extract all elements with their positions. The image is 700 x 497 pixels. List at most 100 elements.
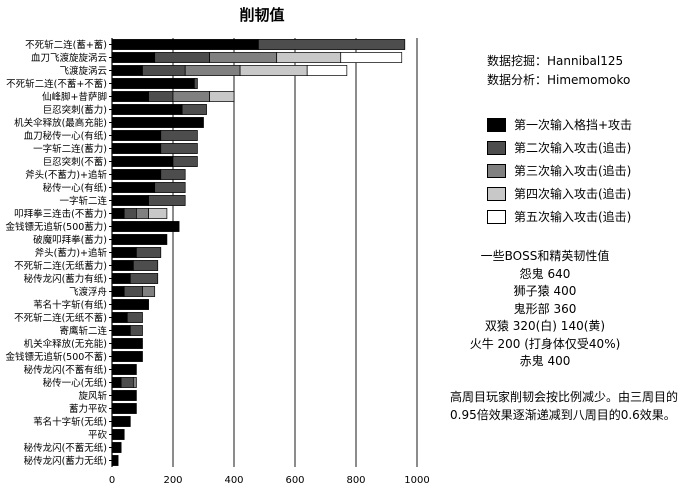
category-label: 秘传龙闪(不蓄无纸) <box>24 442 107 454</box>
legend-label: 第五次输入攻击(追击) <box>514 210 632 224</box>
bar-segment <box>148 208 168 219</box>
category-label: 飞渡旋涡云 <box>59 65 107 77</box>
ng-plus-note: 高周目玩家削韧会按比例减少。由三周目的 0.95倍效果逐渐递减到八周目的0.6效… <box>450 388 695 424</box>
x-tick-label: 400 <box>224 475 243 486</box>
category-label: 仙峰脚+昔萨脚 <box>42 91 107 103</box>
bar-segment <box>181 104 207 115</box>
x-tick-labels: 0 200 400 600 800 1000 <box>109 475 430 486</box>
bar-segment <box>111 182 156 193</box>
category-label: 斧头(蓄力)+追斩 <box>35 247 108 259</box>
bar-segment <box>111 65 143 76</box>
category-label: 血刀秘传一心(有纸) <box>24 130 107 142</box>
boss-toughness-list: 一些BOSS和精英韧性值 怨鬼 640 狮子猿 400 鬼形部 360 双猿 3… <box>440 248 650 371</box>
bar-segment <box>111 442 122 453</box>
legend: 第一次输入格挡+攻击第二次输入攻击(追击) 第三次输入攻击(追击) 第四次输入攻击(… <box>487 113 632 228</box>
toughness-title: 一些BOSS和精英韧性值 <box>480 249 610 263</box>
category-label: 飞渡浮舟 <box>69 286 108 298</box>
bar-segment <box>160 143 198 154</box>
credit-data-mining: 数据挖掘：Hannibal125 <box>487 54 624 68</box>
grid-lines <box>172 38 418 467</box>
bar-segment <box>111 52 156 63</box>
category-label: 秘传龙闪(蓄力无纸) <box>24 455 107 467</box>
category-label: 平砍 <box>88 429 108 441</box>
bar-segment <box>111 403 137 414</box>
bar-segment <box>306 65 348 76</box>
toughness-item: 火牛 200 (打身体仅受40%) <box>469 336 621 351</box>
bars <box>111 39 406 466</box>
bar-segment <box>111 143 162 154</box>
bar-segment <box>276 52 342 63</box>
bar-segment <box>160 169 186 180</box>
category-label: 巨忍突刺(不蓄) <box>43 156 107 168</box>
bar-segment <box>142 286 156 297</box>
bar-segment <box>209 91 235 102</box>
category-labels: 不死斩二连(蓄+蓄)血刀飞渡旋旋涡云飞渡旋涡云不死斩二连(不蓄+不蓄)仙峰脚+昔… <box>5 39 107 467</box>
category-label: 金钱镖无追斩(500蓄力) <box>5 221 107 233</box>
bar-segment <box>111 286 125 297</box>
bar-segment <box>239 65 308 76</box>
bar-segment <box>184 65 241 76</box>
axes <box>109 38 113 467</box>
bar-segment <box>123 286 143 297</box>
x-tick-label: 800 <box>346 475 365 486</box>
category-label: 不死斩二连(无纸蓄力) <box>14 260 107 272</box>
toughness-item: 怨鬼 640 <box>519 266 571 281</box>
bar-segment <box>126 312 143 323</box>
category-label: 蓄力平砍 <box>69 403 108 415</box>
bar-segment <box>111 364 137 375</box>
x-tick-label: 0 <box>109 475 115 486</box>
toughness-item: 鬼形部 360 <box>513 301 577 316</box>
legend-swatch <box>487 117 506 132</box>
bar-segment <box>258 39 406 50</box>
category-label: 秘传龙闪(蓄力有纸) <box>24 273 107 285</box>
category-label: 苇名十字斩(无纸) <box>33 416 107 428</box>
category-label: 叩拜拳三连击(不蓄力) <box>14 208 107 220</box>
bar-segment <box>160 130 198 141</box>
category-label: 巨忍突刺(蓄力) <box>43 104 107 116</box>
bar-segment <box>148 195 186 206</box>
category-label: 金钱镖无追斩(500不蓄) <box>5 351 107 363</box>
legend-item: 第四次输入攻击(追击) <box>487 182 632 205</box>
category-label: 苇名十字斩(有纸) <box>33 299 107 311</box>
bar-segment <box>111 416 131 427</box>
bar-segment <box>111 130 162 141</box>
bar-segment <box>111 104 183 115</box>
bar-segment <box>111 429 125 440</box>
bar-segment <box>129 325 143 336</box>
legend-swatch <box>487 163 506 178</box>
bar-segment <box>136 208 149 219</box>
bar-segment <box>111 273 131 284</box>
toughness-item: 狮子猿 400 <box>513 284 577 298</box>
bar-segment <box>154 182 186 193</box>
category-label: 旋风斩 <box>78 390 107 402</box>
credit-data-analysis: 数据分析：Himemomoko <box>487 73 631 87</box>
bar-segment <box>111 221 180 232</box>
bar-segment <box>111 156 174 167</box>
bar-segment <box>133 377 137 388</box>
bar-segment <box>111 117 204 128</box>
bar-segment <box>123 208 137 219</box>
legend-item: 第五次输入攻击(追击) <box>487 205 632 228</box>
category-label: 一字斩二连(蓄力) <box>33 143 107 155</box>
bar-segment <box>120 377 134 388</box>
category-label: 不死斩二连(蓄+蓄) <box>25 39 107 51</box>
chart-title: 削韧值 <box>239 6 284 24</box>
legend-label: 第二次输入攻击(追击) <box>514 141 632 155</box>
legend-swatch <box>487 140 506 155</box>
bar-segment <box>111 78 195 89</box>
bar-segment <box>111 260 134 271</box>
bar-segment <box>133 260 159 271</box>
legend-item: 第三次输入攻击(追击) <box>487 159 632 182</box>
bar-segment <box>129 273 159 284</box>
bar-segment <box>111 169 162 180</box>
bar-segment <box>111 377 122 388</box>
legend-item: 第一次输入格挡+攻击 <box>487 113 632 136</box>
category-label: 机关伞释放(无充能) <box>24 338 107 350</box>
legend-label: 第三次输入攻击(追击) <box>514 164 632 178</box>
category-label: 不死斩二连(不蓄+不蓄) <box>6 78 107 90</box>
bar-segment <box>111 312 128 323</box>
category-label: 破魔叩拜拳(蓄力) <box>33 234 107 246</box>
bar-segment <box>111 338 143 349</box>
x-tick-label: 1000 <box>404 475 429 486</box>
